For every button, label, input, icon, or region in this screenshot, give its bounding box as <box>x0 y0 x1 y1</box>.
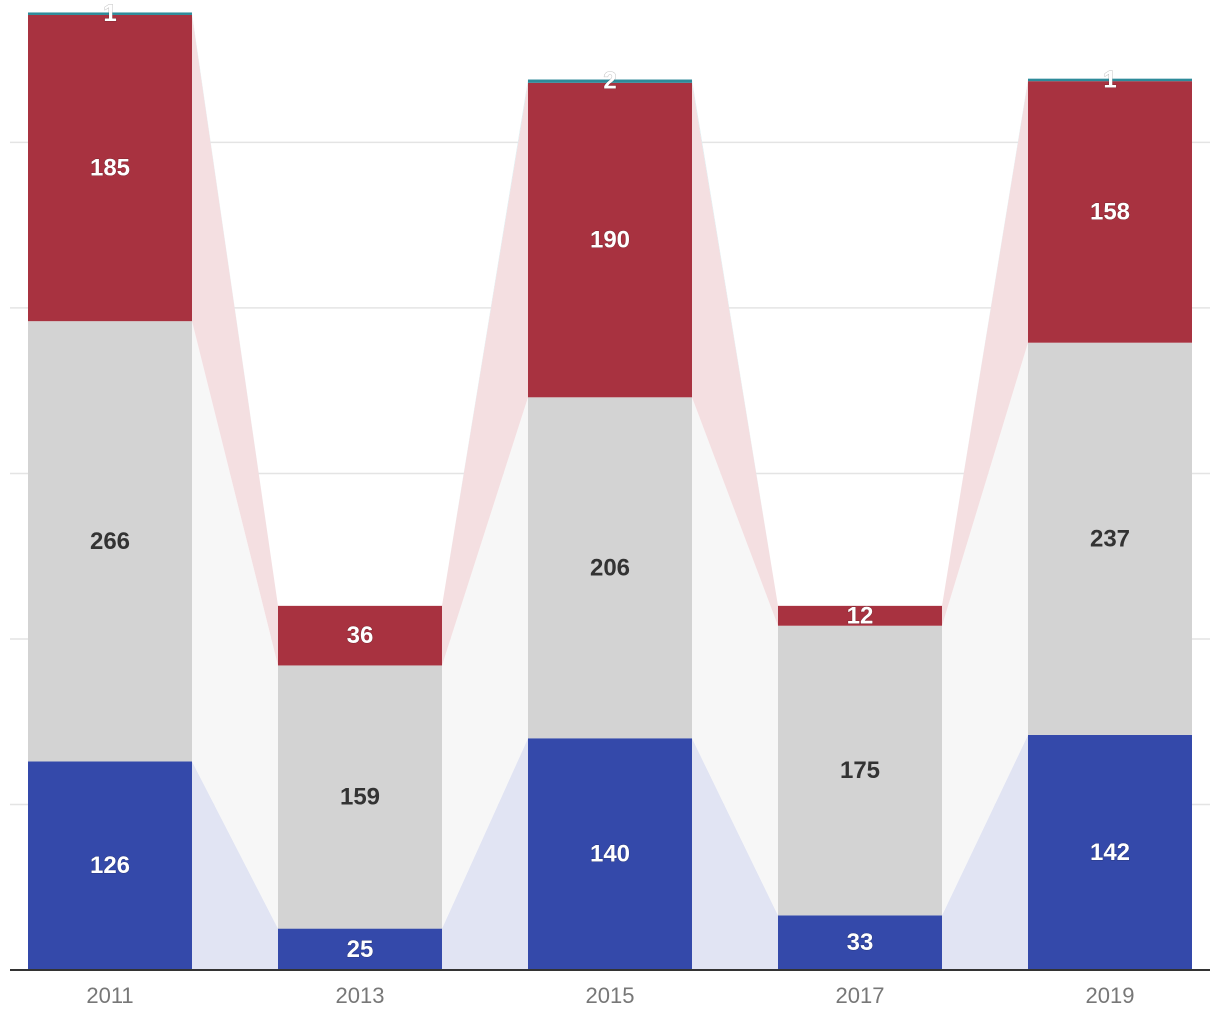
value-label-2015-s0: 140 <box>590 841 630 868</box>
bar-2011-s3 <box>28 12 192 15</box>
bar-2019-s2 <box>1028 81 1192 343</box>
x-tick-2011: 2011 <box>86 983 133 1008</box>
connector-bands <box>192 13 1028 970</box>
bar-2011-s1 <box>28 321 192 762</box>
band-2013-2015-s1 <box>442 397 528 929</box>
bar-2011-s0 <box>28 761 192 970</box>
value-label-2019-s2: 158 <box>1090 198 1130 225</box>
x-tick-2013: 2013 <box>336 983 385 1008</box>
value-label-2017-s0: 33 <box>847 929 874 956</box>
bar-2019-s1 <box>1028 342 1192 735</box>
bars <box>28 12 1192 970</box>
value-label-2015-s1: 206 <box>590 554 630 581</box>
bar-2017-s1 <box>778 625 942 916</box>
bar-2015-s0 <box>528 738 692 970</box>
band-2017-2019-s1 <box>942 342 1028 916</box>
band-2011-2013-s3 <box>192 13 278 606</box>
band-2015-2017-s2 <box>692 82 778 626</box>
band-2013-2015-s3 <box>442 79 528 606</box>
bar-value-labels: 126 266 185 1 25 159 36 140 206 190 2 33 175 12 142 237… <box>89 0 1130 963</box>
bar-2017-s0 <box>778 915 942 970</box>
bar-2011-s2 <box>28 14 192 322</box>
value-label-2019-s0: 142 <box>1090 839 1130 866</box>
bar-2015-s1 <box>528 397 692 739</box>
value-label-2011-s3: 1 <box>103 0 116 27</box>
value-label-2017-s1: 175 <box>840 757 880 784</box>
band-2015-2017-s0 <box>692 738 778 970</box>
bar-2015-s3 <box>528 79 692 83</box>
x-tick-2017: 2017 <box>836 983 885 1008</box>
band-2011-2013-s0 <box>192 761 278 970</box>
value-label-2013-s1: 159 <box>340 784 380 811</box>
band-2017-2019-s0 <box>942 734 1028 970</box>
value-label-2019-s1: 237 <box>1090 525 1130 552</box>
value-label-2015-s2: 190 <box>590 227 630 254</box>
value-label-2013-s2: 36 <box>347 622 374 649</box>
value-label-2019-s3: 1 <box>1103 66 1116 93</box>
bar-2013-s1 <box>278 665 442 929</box>
bar-2019-s0 <box>1028 734 1192 970</box>
band-2015-2017-s3 <box>692 79 778 606</box>
value-label-2011-s0: 126 <box>90 852 130 879</box>
value-label-2013-s0: 25 <box>347 936 374 963</box>
value-label-2011-s2: 185 <box>90 155 130 182</box>
x-axis-tick-labels: 2011 2013 2015 2017 2019 <box>86 983 1134 1008</box>
band-2013-2015-s0 <box>442 738 528 970</box>
band-2011-2013-s2 <box>192 14 278 666</box>
band-2011-2013-s1 <box>192 321 278 929</box>
band-2017-2019-s3 <box>942 79 1028 606</box>
bar-2013-s2 <box>278 605 442 666</box>
value-label-2015-s3: 2 <box>603 68 616 95</box>
value-label-2011-s1: 266 <box>90 528 130 555</box>
bar-2013-s0 <box>278 928 442 970</box>
bar-2015-s2 <box>528 82 692 398</box>
x-tick-2019: 2019 <box>1086 983 1135 1008</box>
x-tick-2015: 2015 <box>586 983 635 1008</box>
band-2013-2015-s2 <box>442 82 528 666</box>
bar-2019-s3 <box>1028 78 1192 82</box>
band-2015-2017-s1 <box>692 397 778 916</box>
bar-2017-s2 <box>778 605 942 626</box>
band-2017-2019-s2 <box>942 81 1028 626</box>
value-label-2017-s2: 12 <box>847 602 874 629</box>
